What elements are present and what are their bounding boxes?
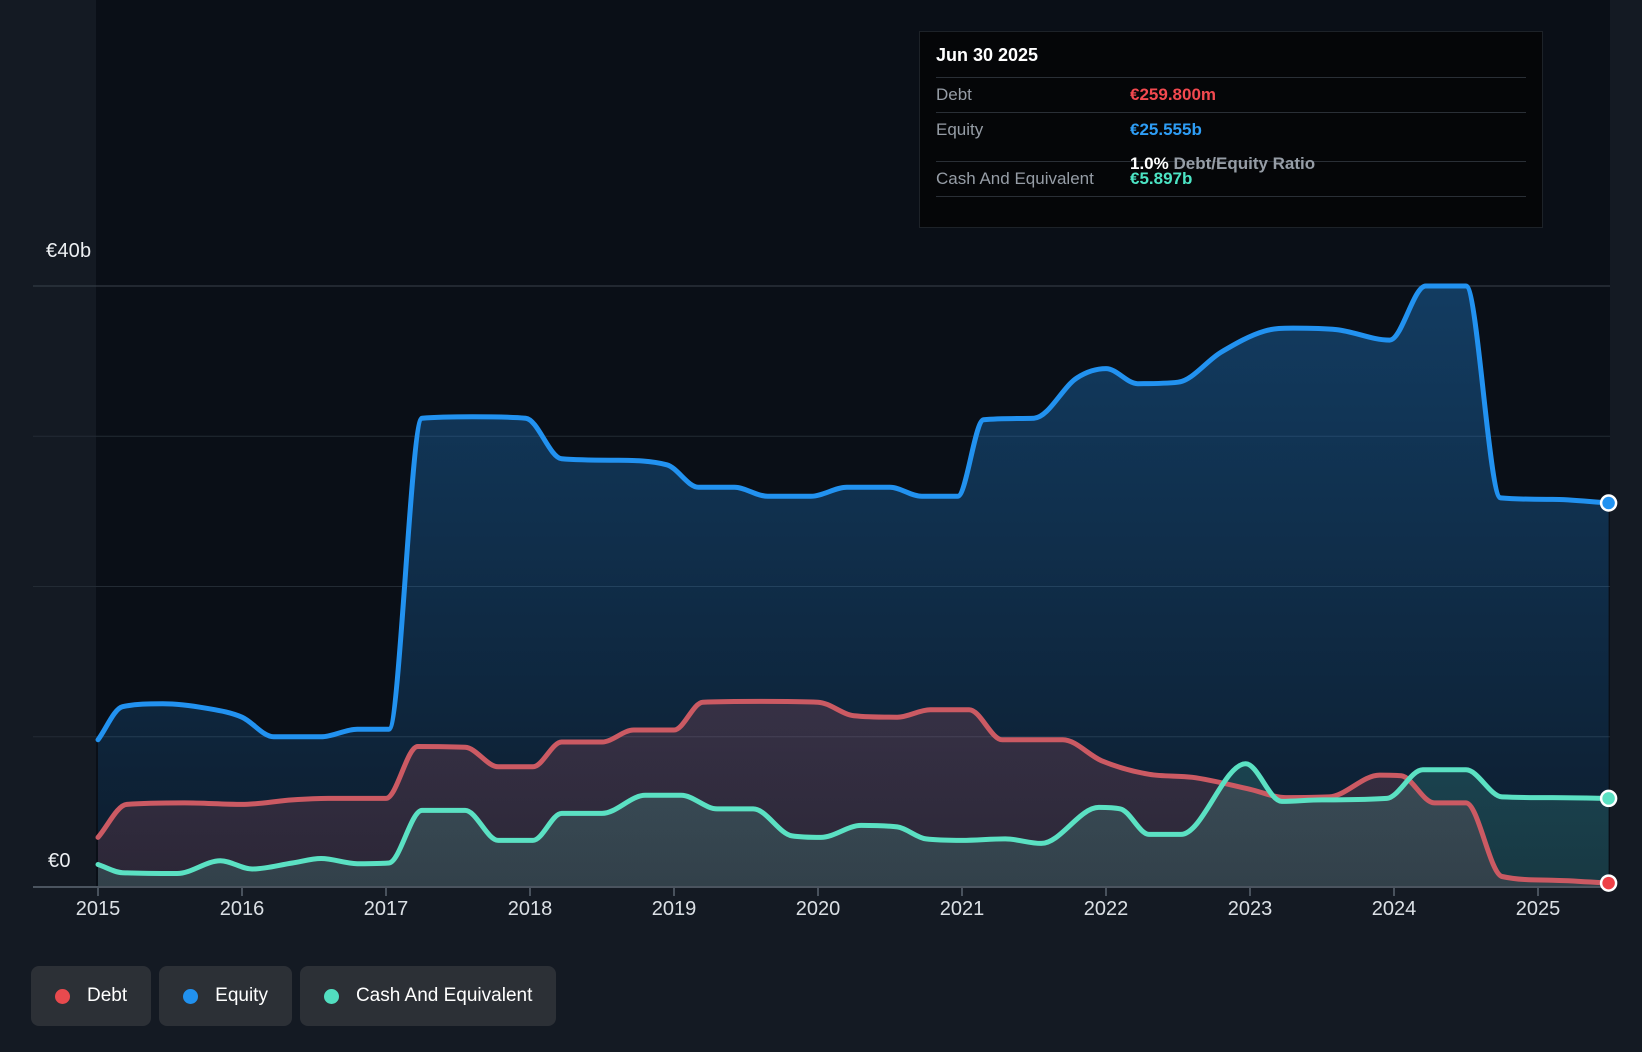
debt-dot-icon <box>55 988 70 1004</box>
legend-item-cash[interactable]: Cash And Equivalent <box>299 966 557 1026</box>
cash-and-equivalent-end-marker <box>1599 789 1618 808</box>
equity-end-marker <box>1599 494 1618 512</box>
cash-dot-icon <box>323 988 339 1004</box>
debt-line <box>95 698 1612 886</box>
tooltip-cash-label: Cash And Equivalent <box>936 169 1094 188</box>
legend-debt-label: Debt <box>87 985 128 1006</box>
tooltip-date: Jun 30 2025 <box>936 32 1526 78</box>
tooltip-row-ratio: 1.0% Debt/Equity Ratio <box>936 147 1526 173</box>
year-label: 2022 <box>1084 898 1129 920</box>
legend-item-debt[interactable]: Debt <box>31 966 152 1026</box>
year-label: 2017 <box>364 898 409 920</box>
equity-line <box>95 283 1612 743</box>
chart-tooltip: Jun 30 2025 Debt €259.800m Equity €25.55… <box>919 31 1543 228</box>
chart-legend: Debt Equity Cash And Equivalent <box>31 966 557 1026</box>
tooltip-debt-label: Debt <box>936 85 972 104</box>
tooltip-ratio: 1.0% Debt/Equity Ratio <box>1130 154 1315 174</box>
year-label: 2015 <box>76 898 121 920</box>
legend-item-equity[interactable]: Equity <box>159 966 292 1026</box>
year-label: 2025 <box>1516 898 1561 920</box>
tooltip-row-debt: Debt €259.800m <box>936 78 1526 113</box>
cash-and-equivalent-line <box>95 761 1612 876</box>
tooltip-debt-value: €259.800m <box>1130 85 1217 104</box>
tooltip-cash-value: €5.897b <box>1130 169 1193 188</box>
tooltip-row-equity: Equity €25.555b <box>936 113 1526 147</box>
year-label: 2018 <box>508 898 553 920</box>
tooltip-ratio-label: Debt/Equity Ratio <box>1173 154 1316 173</box>
y-axis-label-zero: €0 <box>48 850 71 872</box>
year-label: 2023 <box>1228 898 1273 920</box>
tooltip-equity-label: Equity <box>936 120 984 139</box>
year-label: 2024 <box>1372 898 1417 920</box>
legend-cash-label: Cash And Equivalent <box>355 985 533 1006</box>
debt-end-marker <box>1599 874 1618 892</box>
tooltip-equity-value: €25.555b <box>1130 120 1202 139</box>
equity-dot-icon <box>183 988 199 1004</box>
year-label: 2020 <box>796 898 841 920</box>
tooltip-row-cash: Cash And Equivalent €5.897b <box>936 162 1526 197</box>
y-axis-label-top: €40b <box>46 240 92 262</box>
year-label: 2019 <box>652 898 697 920</box>
cash-and-equivalent-area <box>98 763 1609 887</box>
legend-equity-label: Equity <box>215 985 268 1006</box>
year-label: 2021 <box>940 898 985 920</box>
year-label: 2016 <box>220 898 265 920</box>
equity-area <box>98 286 1609 887</box>
tooltip-ratio-value: 1.0% <box>1130 154 1169 173</box>
